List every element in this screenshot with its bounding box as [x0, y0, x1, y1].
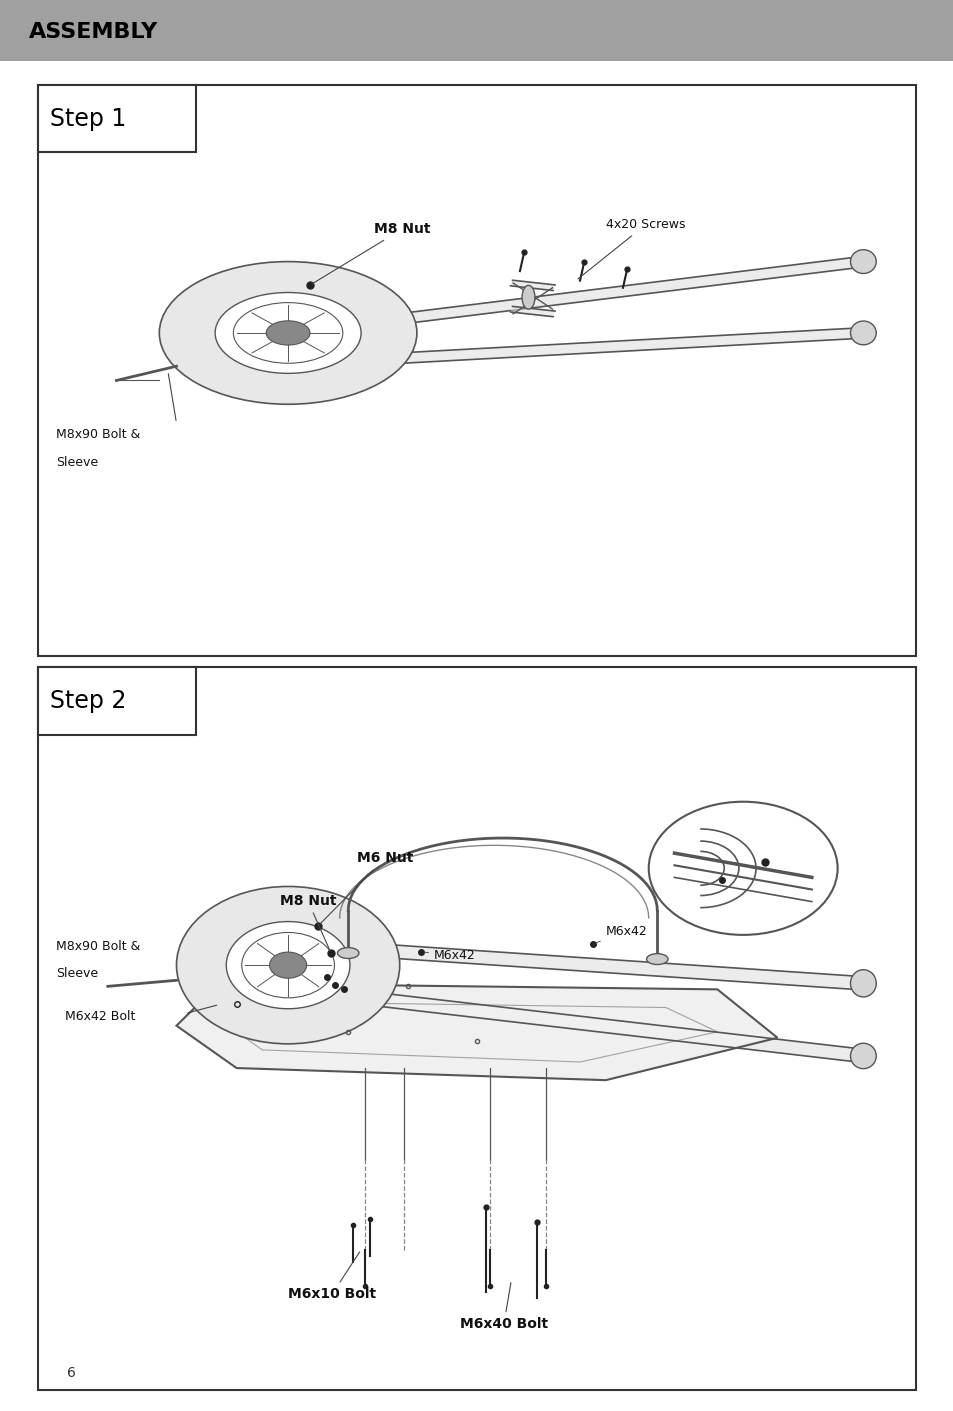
Circle shape: [241, 933, 335, 998]
Circle shape: [215, 292, 360, 374]
Text: 6: 6: [67, 1366, 75, 1380]
Polygon shape: [176, 983, 777, 1081]
Text: Sleeve: Sleeve: [56, 968, 98, 981]
Polygon shape: [381, 327, 863, 364]
Polygon shape: [510, 306, 555, 316]
Text: M6x42: M6x42: [595, 924, 647, 943]
Ellipse shape: [850, 1043, 876, 1068]
Ellipse shape: [850, 322, 876, 344]
Ellipse shape: [337, 948, 358, 958]
Bar: [38, 667, 915, 1390]
Ellipse shape: [850, 250, 876, 274]
Text: M6 Nut: M6 Nut: [320, 851, 413, 924]
Text: ASSEMBLY: ASSEMBLY: [29, 23, 157, 42]
Ellipse shape: [850, 969, 876, 998]
Text: M8 Nut: M8 Nut: [279, 893, 335, 951]
Circle shape: [266, 320, 310, 346]
Circle shape: [176, 886, 399, 1044]
Polygon shape: [369, 944, 863, 991]
Bar: [38, 85, 195, 152]
Text: 4x20 Screws: 4x20 Screws: [578, 219, 684, 279]
Polygon shape: [510, 281, 555, 291]
Text: Sleeve: Sleeve: [56, 456, 98, 468]
Bar: [38, 667, 195, 735]
Text: M6x42: M6x42: [423, 950, 476, 962]
Ellipse shape: [521, 285, 535, 309]
Polygon shape: [380, 257, 864, 326]
Circle shape: [270, 952, 306, 978]
Ellipse shape: [646, 954, 667, 965]
Text: Step 1: Step 1: [50, 106, 126, 131]
Circle shape: [233, 302, 342, 363]
Text: M6x40 Bolt: M6x40 Bolt: [459, 1283, 547, 1332]
Text: Step 2: Step 2: [50, 689, 126, 714]
Polygon shape: [368, 992, 864, 1062]
Bar: [0, 0, 953, 61]
Text: M8 Nut: M8 Nut: [312, 222, 430, 284]
Circle shape: [648, 801, 837, 935]
Text: M6x42 Bolt: M6x42 Bolt: [65, 1010, 135, 1023]
Bar: [38, 85, 915, 656]
Text: M8x90 Bolt &: M8x90 Bolt &: [56, 940, 140, 952]
Text: M8x90 Bolt &: M8x90 Bolt &: [56, 428, 140, 440]
Circle shape: [226, 921, 350, 1009]
Circle shape: [159, 261, 416, 404]
Text: M6x10 Bolt: M6x10 Bolt: [288, 1252, 375, 1301]
